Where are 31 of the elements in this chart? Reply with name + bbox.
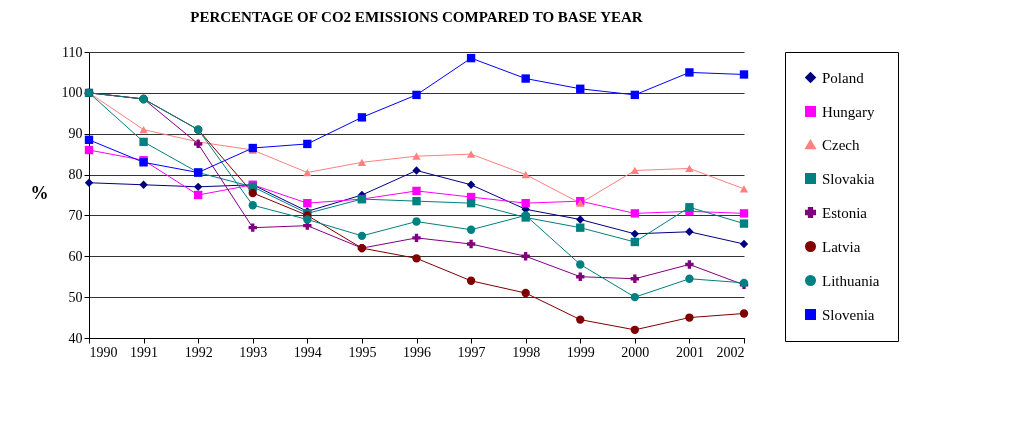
- x-tick-label: 1991: [130, 344, 159, 360]
- y-axis-title: %: [30, 182, 49, 203]
- y-tick-label: 70: [68, 207, 83, 223]
- x-tick-label: 1997: [457, 344, 486, 360]
- x-tick-label: 1992: [184, 344, 213, 360]
- legend-label: Lithuania: [822, 272, 880, 289]
- legend-label: Hungary: [822, 103, 875, 120]
- y-tick-label: 80: [68, 167, 83, 183]
- legend-label: Slovenia: [822, 306, 875, 323]
- x-tick-label: 1998: [512, 344, 541, 360]
- y-tick-label: 40: [68, 330, 83, 346]
- x-tick-label: 1999: [566, 344, 595, 360]
- x-tick-label: 2000: [621, 344, 650, 360]
- y-tick-label: 100: [61, 85, 83, 101]
- y-tick-label: 50: [68, 289, 83, 305]
- y-tick-label: 60: [68, 248, 83, 264]
- chart-title: PERCENTAGE OF CO2 EMISSIONS COMPARED TO BASE YEAR: [190, 9, 643, 25]
- legend-label: Slovakia: [822, 170, 875, 187]
- legend-label: Latvia: [822, 238, 861, 255]
- legend-label: Poland: [822, 69, 865, 86]
- x-tick-label: 1994: [293, 344, 322, 360]
- y-tick-label: 90: [68, 126, 83, 142]
- x-tick-label: 2002: [716, 344, 745, 360]
- x-tick-label: 1995: [348, 344, 377, 360]
- legend-label: Estonia: [822, 204, 868, 221]
- legend-label: Czech: [822, 136, 860, 153]
- x-tick-label: 1990: [89, 344, 118, 360]
- x-tick-label: 2001: [675, 344, 704, 360]
- y-tick-label: 110: [62, 44, 83, 60]
- x-tick-label: 1993: [239, 344, 268, 360]
- x-tick-label: 1996: [403, 344, 431, 360]
